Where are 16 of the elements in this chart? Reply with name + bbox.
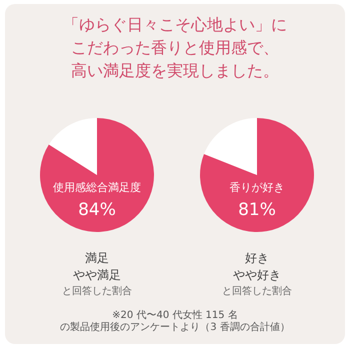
data-label: 81% [238,200,276,220]
text: 満足 [85,251,109,265]
pie-slice [200,118,314,232]
pie-slice [204,118,257,175]
pie-slice [40,118,154,232]
chart-title: 「ゆらぐ日々こそ心地よい」にこだわった香りと使用感で、高い満足度を実現しました。 [63,15,287,80]
text: ※20 代〜40 代女性 115 名の製品使用後のアンケートより（3 香調の合計値） [60,309,290,333]
pie-slice [48,118,97,175]
text: やや好き [233,268,281,282]
text: 好き [245,251,269,265]
text: と回答した割合 [222,285,292,297]
slice-label: 使用感総合満足度 [53,181,141,194]
text: やや満足 [73,268,121,282]
text: と回答した割合 [62,285,132,297]
data-label: 84% [78,200,116,220]
slice-label: 香りが好き [230,181,284,194]
